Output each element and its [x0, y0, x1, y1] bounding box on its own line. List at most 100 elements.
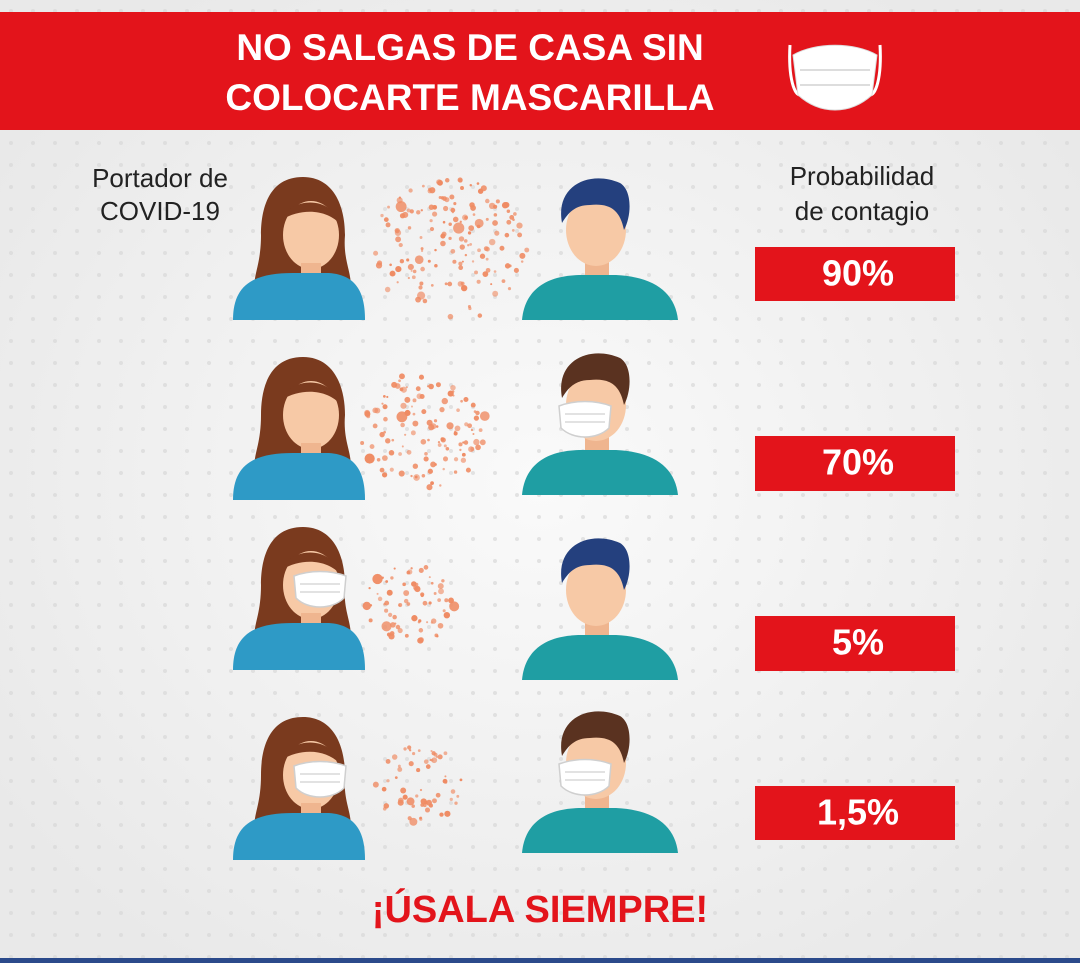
droplet	[422, 600, 428, 606]
droplet	[420, 439, 427, 445]
droplet	[421, 474, 426, 478]
droplet	[398, 452, 402, 456]
droplet	[383, 395, 386, 398]
droplet	[396, 411, 408, 423]
droplet	[418, 285, 423, 290]
droplet	[476, 279, 481, 284]
droplet	[410, 567, 413, 570]
droplet	[397, 764, 401, 768]
droplet	[457, 177, 463, 183]
droplet	[435, 792, 441, 798]
droplet	[420, 592, 425, 597]
droplet	[489, 238, 496, 246]
droplet	[430, 621, 434, 624]
droplet	[459, 244, 465, 250]
droplet	[435, 382, 441, 388]
droplet	[415, 386, 421, 392]
droplet	[399, 259, 405, 264]
droplet	[401, 445, 404, 448]
droplet	[463, 396, 469, 402]
droplet	[456, 794, 460, 798]
droplet	[406, 797, 415, 806]
droplet	[519, 252, 526, 259]
droplet	[450, 789, 456, 794]
droplet	[389, 467, 394, 472]
droplet	[485, 267, 491, 273]
scenario-2: 70%	[233, 353, 955, 500]
droplet-cloud	[360, 373, 490, 491]
droplet	[430, 423, 437, 430]
droplet	[409, 209, 414, 214]
droplet	[477, 248, 481, 253]
droplet	[422, 298, 428, 304]
droplet	[453, 222, 465, 234]
droplet	[440, 437, 445, 442]
droplet	[467, 304, 471, 309]
droplet	[418, 637, 424, 643]
droplet	[407, 226, 412, 230]
droplet	[395, 201, 407, 213]
droplet	[427, 259, 431, 263]
droplet	[437, 441, 441, 444]
droplet	[439, 484, 442, 487]
droplet	[472, 432, 475, 435]
droplet	[433, 592, 437, 595]
droplet	[513, 267, 519, 273]
droplet	[427, 468, 433, 474]
droplet	[388, 612, 393, 617]
droplet	[389, 263, 392, 267]
droplet	[418, 567, 424, 573]
droplet	[419, 236, 423, 239]
droplet	[399, 373, 405, 380]
droplet	[391, 438, 395, 442]
droplet	[434, 264, 438, 268]
droplet	[400, 402, 407, 409]
droplet	[485, 257, 489, 261]
droplet	[474, 270, 478, 275]
probability: 90%	[822, 253, 894, 294]
droplet-cloud	[372, 745, 463, 826]
column-label: COVID-19	[100, 196, 220, 226]
droplet	[391, 754, 398, 760]
droplet	[424, 807, 431, 813]
droplet	[453, 457, 459, 462]
droplet	[375, 262, 383, 269]
droplet	[411, 615, 418, 622]
droplet	[447, 281, 453, 287]
droplet	[473, 438, 480, 446]
droplet	[482, 271, 489, 278]
droplet	[402, 582, 406, 587]
droplet	[425, 764, 431, 769]
droplet	[384, 600, 390, 606]
droplet	[411, 275, 416, 280]
droplet	[442, 778, 448, 784]
droplet	[412, 751, 416, 756]
droplet	[440, 233, 446, 239]
droplet	[469, 243, 473, 246]
droplet	[442, 456, 449, 462]
droplet	[442, 196, 447, 201]
droplet	[437, 622, 444, 629]
droplet	[444, 598, 449, 603]
droplet	[434, 248, 437, 252]
droplet	[438, 195, 442, 200]
droplet	[459, 448, 462, 452]
column-label: de contagio	[795, 196, 929, 226]
scenario-4: 1,5%	[233, 711, 955, 860]
droplet	[467, 423, 473, 429]
header-band	[0, 12, 1080, 130]
droplet	[387, 205, 390, 209]
droplet	[368, 586, 371, 590]
droplet	[391, 381, 398, 388]
droplet	[485, 217, 489, 221]
droplet	[501, 202, 509, 209]
droplet	[437, 754, 443, 760]
droplet	[450, 248, 456, 254]
droplet	[426, 621, 429, 624]
droplet	[423, 565, 429, 570]
droplet	[470, 402, 476, 408]
droplet	[360, 441, 365, 445]
droplet	[373, 250, 379, 256]
droplet	[381, 576, 384, 579]
droplet	[494, 230, 500, 236]
